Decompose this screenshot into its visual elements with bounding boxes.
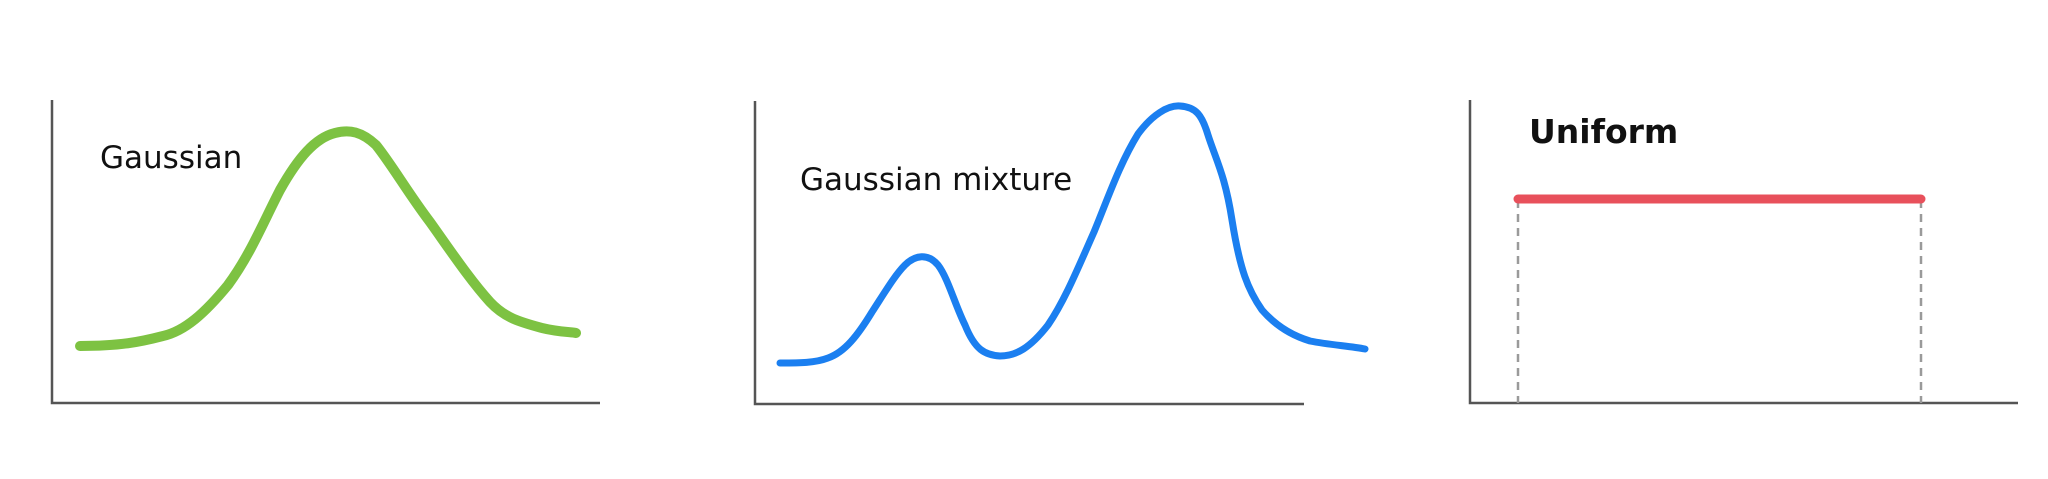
gaussian-mixture-label: Gaussian mixture [800,162,1073,198]
uniform-axes [1468,100,2018,405]
uniform-panel [1468,100,2018,405]
gaussian-mixture-curve [776,102,1369,367]
uniform-label: Uniform [1529,112,1679,151]
gaussian-mixture-panel [753,101,1369,406]
gaussian-axes [50,100,600,405]
gaussian-label: Gaussian [100,140,243,176]
gaussian-curve [75,126,581,351]
gaussian-panel [50,100,600,405]
gaussian-mixture-axes [753,101,1304,406]
